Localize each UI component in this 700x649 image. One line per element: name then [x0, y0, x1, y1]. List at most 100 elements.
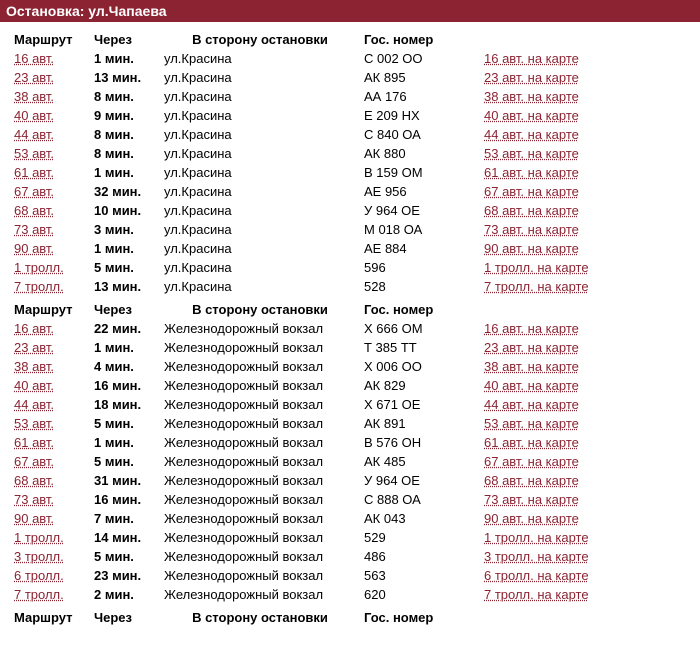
cell-direction: ул.Красина	[160, 239, 360, 258]
cell-direction: ул.Красина	[160, 201, 360, 220]
route-link[interactable]: 7 тролл.	[14, 587, 64, 602]
route-link[interactable]: 40 авт.	[14, 378, 54, 393]
map-link[interactable]: 16 авт. на карте	[484, 321, 579, 336]
route-link[interactable]: 7 тролл.	[14, 279, 64, 294]
route-link[interactable]: 67 авт.	[14, 184, 54, 199]
route-link[interactable]: 16 авт.	[14, 51, 54, 66]
route-link[interactable]: 68 авт.	[14, 203, 54, 218]
cell-direction: ул.Красина	[160, 87, 360, 106]
route-link[interactable]: 61 авт.	[14, 435, 54, 450]
map-link[interactable]: 40 авт. на карте	[484, 108, 579, 123]
cell-plate: АК 891	[360, 414, 480, 433]
map-link[interactable]: 23 авт. на карте	[484, 340, 579, 355]
map-link[interactable]: 67 авт. на карте	[484, 184, 579, 199]
route-link[interactable]: 53 авт.	[14, 146, 54, 161]
map-link[interactable]: 53 авт. на карте	[484, 146, 579, 161]
table-row: 73 авт.16 мин.Железнодорожный вокзалС 88…	[10, 490, 690, 509]
cell-plate: Т 385 ТТ	[360, 338, 480, 357]
cell-direction: ул.Красина	[160, 106, 360, 125]
map-link[interactable]: 1 тролл. на карте	[484, 260, 589, 275]
cell-time: 2 мин.	[90, 585, 160, 604]
cell-route: 3 тролл.	[10, 547, 90, 566]
schedule-table: МаршрутЧерезВ сторону остановкиГос. номе…	[10, 26, 690, 627]
cell-direction: Железнодорожный вокзал	[160, 528, 360, 547]
route-link[interactable]: 16 авт.	[14, 321, 54, 336]
cell-map: 40 авт. на карте	[480, 106, 690, 125]
map-link[interactable]: 44 авт. на карте	[484, 127, 579, 142]
cell-map: 38 авт. на карте	[480, 87, 690, 106]
map-link[interactable]: 38 авт. на карте	[484, 89, 579, 104]
cell-time: 22 мин.	[90, 319, 160, 338]
route-link[interactable]: 44 авт.	[14, 397, 54, 412]
cell-direction: ул.Красина	[160, 220, 360, 239]
map-link[interactable]: 6 тролл. на карте	[484, 568, 589, 583]
cell-map: 3 тролл. на карте	[480, 547, 690, 566]
map-link[interactable]: 68 авт. на карте	[484, 473, 579, 488]
cell-map: 23 авт. на карте	[480, 68, 690, 87]
col-map	[480, 604, 690, 627]
cell-route: 23 авт.	[10, 338, 90, 357]
map-link[interactable]: 16 авт. на карте	[484, 51, 579, 66]
route-link[interactable]: 67 авт.	[14, 454, 54, 469]
map-link[interactable]: 7 тролл. на карте	[484, 279, 589, 294]
map-link[interactable]: 53 авт. на карте	[484, 416, 579, 431]
map-link[interactable]: 38 авт. на карте	[484, 359, 579, 374]
route-link[interactable]: 23 авт.	[14, 70, 54, 85]
map-link[interactable]: 40 авт. на карте	[484, 378, 579, 393]
route-link[interactable]: 44 авт.	[14, 127, 54, 142]
map-link[interactable]: 1 тролл. на карте	[484, 530, 589, 545]
cell-time: 16 мин.	[90, 376, 160, 395]
cell-map: 6 тролл. на карте	[480, 566, 690, 585]
route-link[interactable]: 38 авт.	[14, 89, 54, 104]
cell-time: 3 мин.	[90, 220, 160, 239]
cell-map: 44 авт. на карте	[480, 125, 690, 144]
map-link[interactable]: 73 авт. на карте	[484, 222, 579, 237]
title-prefix: Остановка:	[6, 3, 88, 19]
map-link[interactable]: 90 авт. на карте	[484, 241, 579, 256]
route-link[interactable]: 73 авт.	[14, 222, 54, 237]
table-row: 61 авт.1 мин.ул.КрасинаВ 159 ОМ61 авт. н…	[10, 163, 690, 182]
route-link[interactable]: 1 тролл.	[14, 260, 64, 275]
table-row: 90 авт.1 мин.ул.КрасинаАЕ 88490 авт. на …	[10, 239, 690, 258]
route-link[interactable]: 38 авт.	[14, 359, 54, 374]
col-direction: В сторону остановки	[160, 26, 360, 49]
map-link[interactable]: 68 авт. на карте	[484, 203, 579, 218]
cell-time: 8 мин.	[90, 87, 160, 106]
map-link[interactable]: 7 тролл. на карте	[484, 587, 589, 602]
route-link[interactable]: 53 авт.	[14, 416, 54, 431]
col-route: Маршрут	[10, 296, 90, 319]
cell-plate: Х 671 ОЕ	[360, 395, 480, 414]
map-link[interactable]: 67 авт. на карте	[484, 454, 579, 469]
cell-direction: Железнодорожный вокзал	[160, 414, 360, 433]
cell-route: 44 авт.	[10, 125, 90, 144]
table-row: 44 авт.8 мин.ул.КрасинаС 840 ОА44 авт. н…	[10, 125, 690, 144]
route-link[interactable]: 23 авт.	[14, 340, 54, 355]
cell-plate: 563	[360, 566, 480, 585]
route-link[interactable]: 3 тролл.	[14, 549, 64, 564]
route-link[interactable]: 73 авт.	[14, 492, 54, 507]
map-link[interactable]: 90 авт. на карте	[484, 511, 579, 526]
map-link[interactable]: 23 авт. на карте	[484, 70, 579, 85]
route-link[interactable]: 40 авт.	[14, 108, 54, 123]
cell-time: 10 мин.	[90, 201, 160, 220]
cell-route: 68 авт.	[10, 201, 90, 220]
cell-plate: АК 829	[360, 376, 480, 395]
route-link[interactable]: 68 авт.	[14, 473, 54, 488]
table-row: 7 тролл.2 мин.Железнодорожный вокзал6207…	[10, 585, 690, 604]
map-link[interactable]: 61 авт. на карте	[484, 165, 579, 180]
map-link[interactable]: 3 тролл. на карте	[484, 549, 589, 564]
map-link[interactable]: 44 авт. на карте	[484, 397, 579, 412]
map-link[interactable]: 73 авт. на карте	[484, 492, 579, 507]
route-link[interactable]: 1 тролл.	[14, 530, 64, 545]
cell-time: 5 мин.	[90, 452, 160, 471]
route-link[interactable]: 90 авт.	[14, 241, 54, 256]
route-link[interactable]: 61 авт.	[14, 165, 54, 180]
table-row: 68 авт.10 мин.ул.КрасинаУ 964 ОЕ68 авт. …	[10, 201, 690, 220]
route-link[interactable]: 90 авт.	[14, 511, 54, 526]
cell-time: 5 мин.	[90, 547, 160, 566]
table-row: 16 авт.1 мин.ул.КрасинаС 002 ОО16 авт. н…	[10, 49, 690, 68]
route-link[interactable]: 6 тролл.	[14, 568, 64, 583]
map-link[interactable]: 61 авт. на карте	[484, 435, 579, 450]
cell-direction: Железнодорожный вокзал	[160, 566, 360, 585]
cell-route: 1 тролл.	[10, 528, 90, 547]
